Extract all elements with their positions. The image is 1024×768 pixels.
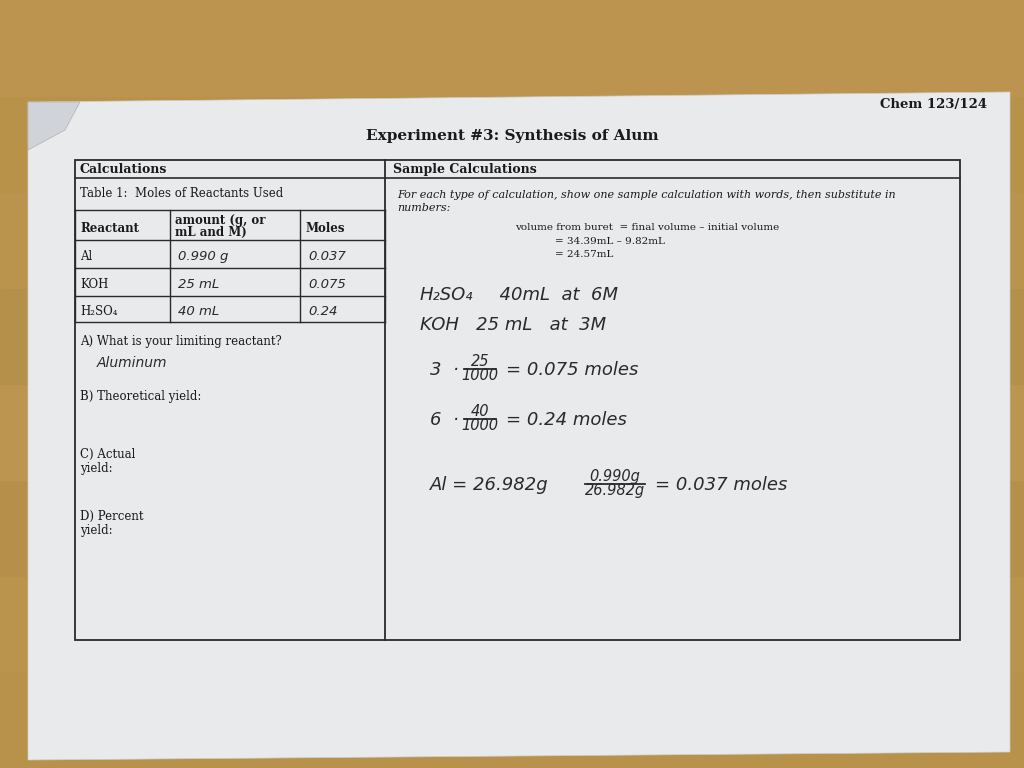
Text: volume from buret  = final volume – initial volume: volume from buret = final volume – initi… xyxy=(515,223,779,232)
Text: 0.990g: 0.990g xyxy=(590,469,640,484)
Text: C) Actual: C) Actual xyxy=(80,448,135,461)
Text: KOH   25 mL   at  3M: KOH 25 mL at 3M xyxy=(420,316,606,334)
Bar xyxy=(0,576,1024,672)
Bar xyxy=(75,160,961,640)
Text: 40 mL: 40 mL xyxy=(178,305,219,318)
Text: = 24.57mL: = 24.57mL xyxy=(555,250,613,259)
Text: 25: 25 xyxy=(471,354,489,369)
Text: yield:: yield: xyxy=(80,524,113,537)
Text: = 0.24 moles: = 0.24 moles xyxy=(506,411,627,429)
Text: 40: 40 xyxy=(471,404,489,419)
Text: Al = 26.982g: Al = 26.982g xyxy=(430,476,549,494)
Text: 1000: 1000 xyxy=(462,418,499,433)
Text: B) Theoretical yield:: B) Theoretical yield: xyxy=(80,390,202,403)
Bar xyxy=(0,288,1024,384)
Text: Calculations: Calculations xyxy=(80,163,167,176)
Text: H₂SO₄: H₂SO₄ xyxy=(80,305,118,318)
Text: mL and M): mL and M) xyxy=(175,226,247,239)
Text: 3  ·: 3 · xyxy=(430,361,459,379)
Polygon shape xyxy=(28,92,1010,760)
Text: 0.24: 0.24 xyxy=(308,305,337,318)
Text: 0.037: 0.037 xyxy=(308,250,346,263)
Text: Reactant: Reactant xyxy=(80,222,139,235)
Text: Experiment #3: Synthesis of Alum: Experiment #3: Synthesis of Alum xyxy=(366,129,658,143)
Text: Chem 123/124: Chem 123/124 xyxy=(880,98,987,111)
Bar xyxy=(0,0,1024,96)
Text: numbers:: numbers: xyxy=(397,203,451,213)
Text: 0.075: 0.075 xyxy=(308,278,346,291)
Text: For each type of calculation, show one sample calculation with words, then subst: For each type of calculation, show one s… xyxy=(397,190,896,200)
Text: 1000: 1000 xyxy=(462,368,499,383)
Bar xyxy=(0,384,1024,480)
Bar xyxy=(0,96,1024,192)
Text: A) What is your limiting reactant?: A) What is your limiting reactant? xyxy=(80,335,282,348)
Text: 40mL  at  6M: 40mL at 6M xyxy=(488,286,618,304)
Text: = 0.037 moles: = 0.037 moles xyxy=(655,476,787,494)
Text: Table 1:  Moles of Reactants Used: Table 1: Moles of Reactants Used xyxy=(80,187,284,200)
Bar xyxy=(0,672,1024,768)
Text: 6  ·: 6 · xyxy=(430,411,459,429)
Text: H₂SO₄: H₂SO₄ xyxy=(420,286,473,304)
Text: Aluminum: Aluminum xyxy=(97,356,168,370)
Text: Sample Calculations: Sample Calculations xyxy=(393,163,537,176)
Text: = 34.39mL – 9.82mL: = 34.39mL – 9.82mL xyxy=(555,237,665,246)
Text: 26.982g: 26.982g xyxy=(585,483,645,498)
Text: amount (g, or: amount (g, or xyxy=(175,214,265,227)
Text: Al: Al xyxy=(80,250,92,263)
Text: yield:: yield: xyxy=(80,462,113,475)
Bar xyxy=(0,192,1024,288)
Bar xyxy=(0,480,1024,576)
Text: 0.990 g: 0.990 g xyxy=(178,250,228,263)
Text: Moles: Moles xyxy=(305,222,344,235)
Text: KOH: KOH xyxy=(80,278,109,291)
Text: = 0.075 moles: = 0.075 moles xyxy=(506,361,638,379)
Polygon shape xyxy=(28,102,80,150)
Text: 25 mL: 25 mL xyxy=(178,278,219,291)
Text: D) Percent: D) Percent xyxy=(80,510,143,523)
